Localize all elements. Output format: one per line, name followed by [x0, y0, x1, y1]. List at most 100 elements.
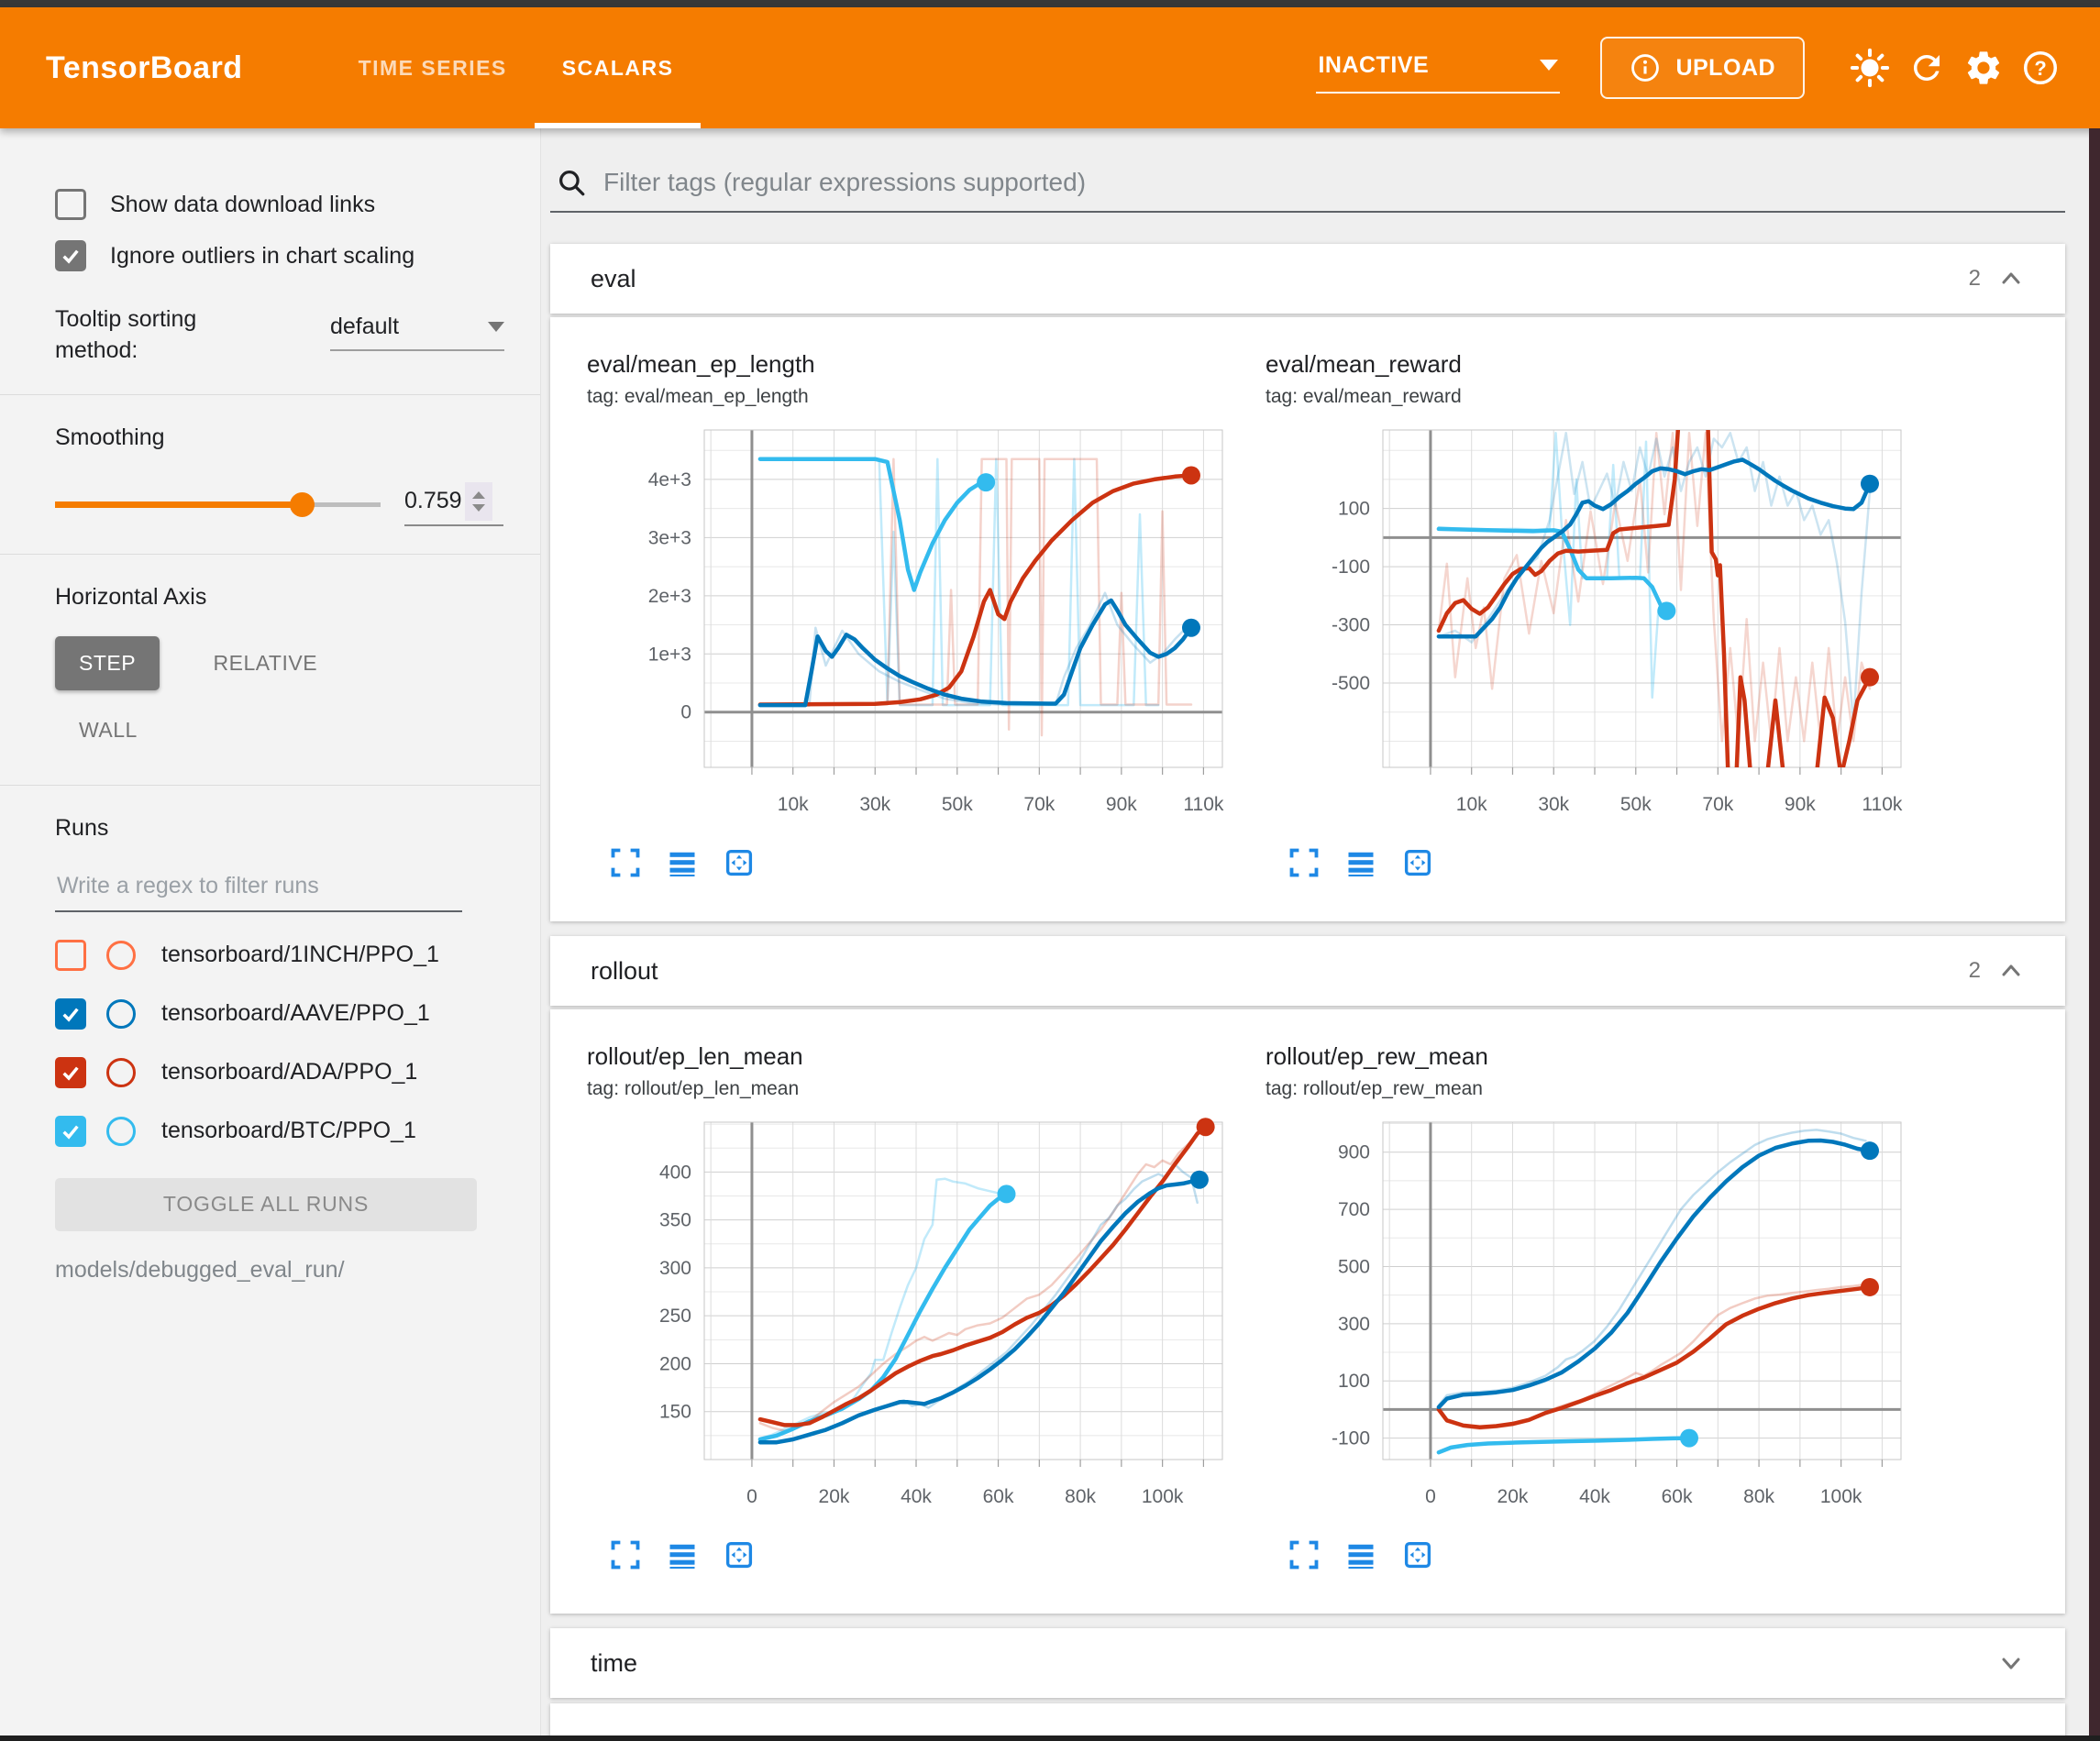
smoothing-value-input[interactable] [404, 488, 465, 514]
status-label: INACTIVE [1318, 51, 1430, 78]
svg-text:300: 300 [659, 1258, 691, 1279]
tab-time-series[interactable]: TIME SERIES [358, 55, 507, 80]
svg-text:350: 350 [659, 1210, 691, 1231]
fullscreen-icon[interactable] [607, 844, 644, 881]
svg-text:3e+3: 3e+3 [648, 527, 691, 548]
line-chart-svg[interactable]: 150 200 250 300 350 400 0 20k 40k 60k 80k 100k [587, 1115, 1229, 1523]
smoothing-stepper[interactable] [465, 481, 492, 521]
svg-text:80k: 80k [1743, 1486, 1774, 1507]
tooltip-sorting-dropdown[interactable]: default [330, 314, 504, 351]
svg-text:100: 100 [1338, 499, 1370, 520]
axis-relative-button[interactable]: RELATIVE [213, 650, 318, 675]
fit-domain-icon[interactable] [721, 1537, 757, 1573]
section-header-eval[interactable]: eval 2 [550, 244, 2065, 314]
line-chart-svg[interactable]: 100 -100 -300 -500 10k 30k 50k 70k 90k 110k [1266, 423, 1907, 831]
fullscreen-icon[interactable] [1286, 1537, 1322, 1573]
run-label: tensorboard/BTC/PPO_1 [161, 1118, 416, 1143]
svg-text:900: 900 [1338, 1142, 1370, 1163]
svg-text:300: 300 [1338, 1314, 1370, 1335]
svg-text:70k: 70k [1023, 794, 1055, 815]
section-header-rollout[interactable]: rollout 2 [550, 936, 2065, 1006]
smoothing-slider[interactable] [55, 491, 381, 517]
section-name: rollout [591, 956, 658, 985]
svg-text:-100: -100 [1332, 1428, 1370, 1449]
run-label: tensorboard/AAVE/PPO_1 [161, 1000, 430, 1026]
scrollbar-strip[interactable] [2089, 128, 2100, 1741]
chart-title: rollout/ep_rew_mean [1266, 1042, 1488, 1070]
upload-label: UPLOAD [1675, 54, 1775, 81]
line-chart-svg[interactable]: -100 100 300 500 700 900 0 20k 40k 60k 80k 100k [1266, 1115, 1907, 1523]
chart-tag: tag: rollout/ep_len_mean [587, 1078, 800, 1099]
next-section-card-partial [550, 1703, 2065, 1741]
run-color-circle[interactable] [106, 940, 136, 970]
smoothing-slider-thumb[interactable] [290, 491, 315, 517]
stepper-down-icon[interactable] [472, 503, 485, 512]
runs-filter-input[interactable] [55, 863, 462, 912]
horizontal-axis-label: Horizontal Axis [55, 583, 207, 610]
svg-text:-500: -500 [1332, 673, 1370, 694]
refresh-icon[interactable] [1898, 39, 1955, 96]
run-checkbox[interactable] [55, 1115, 86, 1147]
svg-text:100k: 100k [1142, 1486, 1184, 1507]
window-top-strip [0, 0, 2100, 7]
stepper-up-icon[interactable] [472, 490, 485, 499]
chevron-up-icon[interactable] [1997, 265, 2025, 292]
fullscreen-icon[interactable] [1286, 844, 1322, 881]
ignore-outliers-checkbox[interactable] [55, 240, 86, 271]
app-title: TensorBoard [46, 50, 243, 85]
svg-text:250: 250 [659, 1306, 691, 1327]
line-chart-svg[interactable]: 0 1e+3 2e+3 3e+3 4e+3 10k 30k 50k 70k 90k 110k [587, 423, 1229, 831]
chevron-up-icon[interactable] [1997, 957, 2025, 985]
chevron-down-icon [488, 322, 504, 332]
tooltip-sorting-label: Tooltip sorting method: [55, 306, 197, 363]
svg-text:500: 500 [1338, 1256, 1370, 1277]
fit-domain-icon[interactable] [1399, 1537, 1436, 1573]
tag-filter-input[interactable] [602, 167, 2060, 198]
settings-icon[interactable] [1955, 39, 2012, 96]
svg-text:700: 700 [1338, 1199, 1370, 1220]
tab-scalars[interactable]: SCALARS [534, 7, 702, 128]
section-header-time[interactable]: time [550, 1628, 2065, 1698]
run-color-circle[interactable] [106, 998, 136, 1029]
run-row: tensorboard/1INCH/PPO_1 [55, 939, 540, 971]
runs-base-path: models/debugged_eval_run/ [55, 1256, 345, 1283]
run-label: tensorboard/1INCH/PPO_1 [161, 942, 439, 967]
chevron-down-icon[interactable] [1997, 1649, 2025, 1677]
svg-text:110k: 110k [1183, 794, 1223, 815]
smoothing-value-box [404, 481, 503, 526]
axis-wall-button[interactable]: WALL [79, 717, 138, 742]
svg-text:20k: 20k [1498, 1486, 1529, 1507]
data-table-icon[interactable] [1343, 844, 1379, 881]
upload-button[interactable]: UPLOAD [1600, 37, 1805, 99]
svg-text:0: 0 [1425, 1486, 1436, 1507]
run-checkbox[interactable] [55, 1056, 86, 1088]
chart-tag: tag: eval/mean_ep_length [587, 386, 809, 407]
run-color-circle[interactable] [106, 1057, 136, 1087]
show-download-links-checkbox[interactable] [55, 189, 86, 220]
fullscreen-icon[interactable] [607, 1537, 644, 1573]
section-name: time [591, 1648, 638, 1677]
data-table-icon[interactable] [664, 1537, 701, 1573]
brightness-icon[interactable] [1841, 39, 1898, 96]
fit-domain-icon[interactable] [1399, 844, 1436, 881]
svg-text:4e+3: 4e+3 [648, 469, 691, 490]
chart-title: eval/mean_ep_length [587, 350, 815, 378]
settings-sidebar: Show data download links Ignore outliers… [0, 128, 541, 1741]
data-table-icon[interactable] [664, 844, 701, 881]
run-checkbox[interactable] [55, 939, 86, 971]
toggle-all-runs-button[interactable]: TOGGLE ALL RUNS [55, 1177, 477, 1231]
fit-domain-icon[interactable] [721, 844, 757, 881]
data-table-icon[interactable] [1343, 1537, 1379, 1573]
svg-text:70k: 70k [1702, 794, 1733, 815]
chart-eval-mean-ep-length: eval/mean_ep_length tag: eval/mean_ep_le… [587, 350, 1229, 881]
axis-step-button[interactable]: STEP [55, 635, 160, 690]
run-row: tensorboard/AAVE/PPO_1 [55, 997, 540, 1030]
run-color-circle[interactable] [106, 1116, 136, 1146]
run-row: tensorboard/BTC/PPO_1 [55, 1115, 540, 1147]
smoothing-slider-fill [55, 501, 303, 508]
run-checkbox[interactable] [55, 997, 86, 1030]
help-icon[interactable]: ? [2012, 39, 2069, 96]
svg-text:10k: 10k [778, 794, 809, 815]
status-dropdown[interactable]: INACTIVE [1316, 43, 1561, 94]
ignore-outliers-label: Ignore outliers in chart scaling [110, 242, 415, 269]
